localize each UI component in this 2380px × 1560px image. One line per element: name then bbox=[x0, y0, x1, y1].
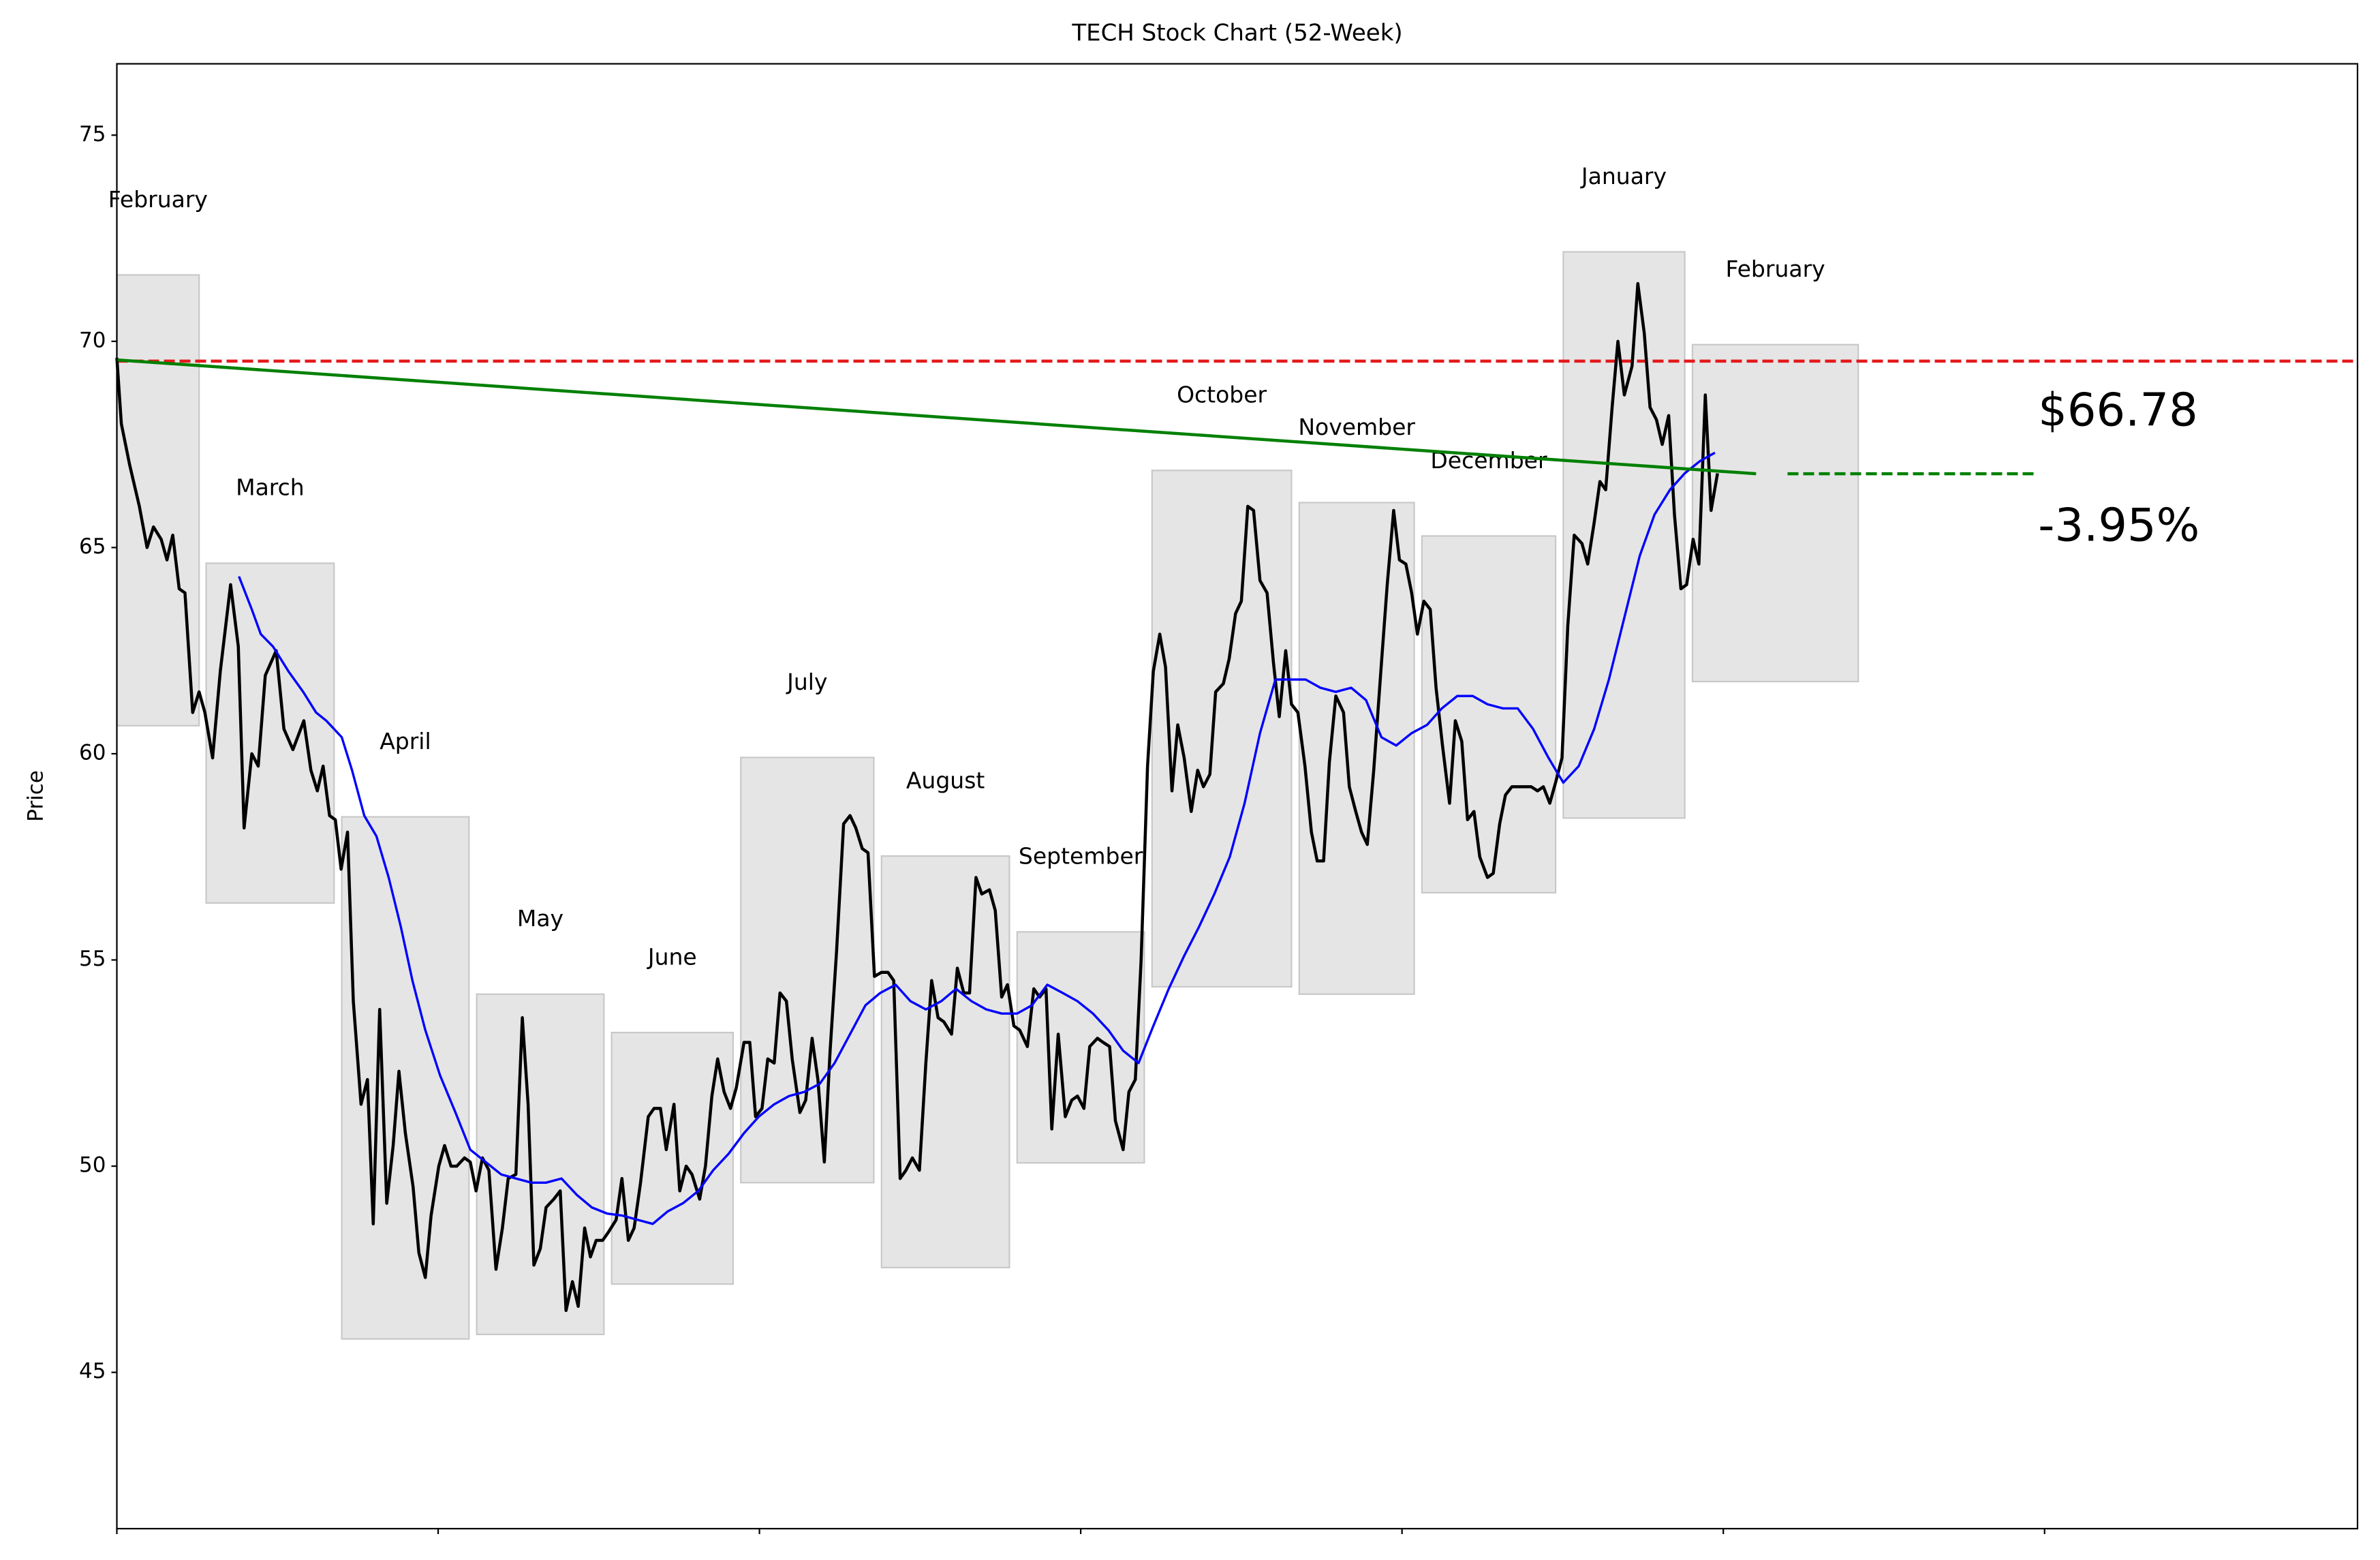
y-tick-label: 75 bbox=[79, 122, 106, 147]
month-label: November bbox=[1298, 414, 1415, 440]
month-label: August bbox=[906, 767, 985, 793]
month-label: September bbox=[1019, 843, 1143, 870]
month-label: July bbox=[786, 669, 827, 695]
annotation: -3.95% bbox=[2038, 499, 2199, 552]
month-label: May bbox=[517, 905, 563, 932]
y-axis-label: Price bbox=[24, 770, 48, 822]
month-box bbox=[740, 756, 875, 1184]
annotation: $66.78 bbox=[2038, 384, 2197, 437]
month-box bbox=[1421, 535, 1557, 893]
y-tick-label: 50 bbox=[79, 1153, 106, 1178]
trend-line bbox=[117, 358, 1757, 476]
month-label: June bbox=[647, 943, 697, 970]
month-box bbox=[1016, 931, 1145, 1164]
month-box bbox=[880, 855, 1010, 1269]
price-line bbox=[115, 281, 1719, 1313]
month-box bbox=[476, 993, 605, 1336]
month-box bbox=[341, 816, 470, 1340]
month-box bbox=[1151, 470, 1293, 988]
month-label: April bbox=[380, 728, 431, 754]
chart-title: TECH Stock Chart (52-Week) bbox=[1071, 20, 1402, 47]
month-label: February bbox=[108, 186, 208, 213]
y-tick-label: 55 bbox=[79, 947, 106, 971]
month-box bbox=[116, 274, 200, 727]
month-label: February bbox=[1725, 256, 1825, 282]
month-label: March bbox=[236, 474, 305, 501]
y-tick-label: 65 bbox=[79, 534, 106, 559]
y-tick-label: 45 bbox=[79, 1359, 106, 1383]
month-box bbox=[611, 1031, 735, 1285]
y-tick-label: 70 bbox=[79, 328, 106, 352]
month-box bbox=[205, 562, 335, 904]
month-label: January bbox=[1580, 163, 1667, 189]
month-box bbox=[1562, 251, 1686, 819]
y-tick-label: 60 bbox=[79, 740, 106, 765]
month-label: October bbox=[1177, 382, 1267, 408]
plot-frame bbox=[116, 63, 2359, 1530]
month-box bbox=[1298, 502, 1415, 995]
month-box bbox=[1691, 343, 1859, 683]
moving-average-line bbox=[238, 451, 1716, 1225]
